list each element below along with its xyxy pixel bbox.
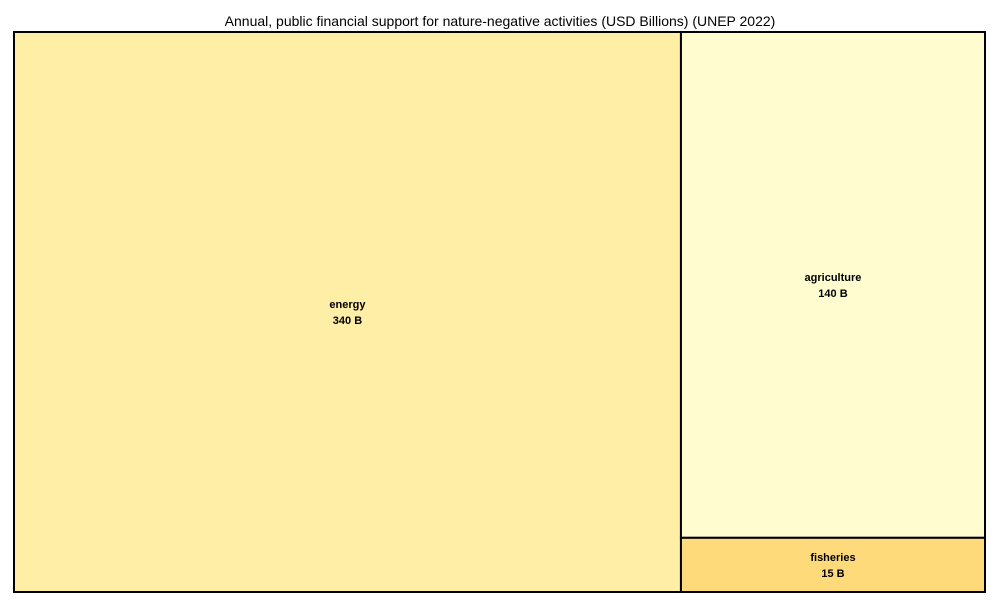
chart-title: Annual, public financial support for nat… <box>224 13 776 29</box>
treemap-label-fisheries: fisheries <box>810 552 855 564</box>
treemap-tile-agriculture: agriculture 140 B <box>679 31 987 539</box>
treemap-label-energy: energy <box>329 299 366 311</box>
treemap-tile-energy: energy 340 B <box>13 31 682 593</box>
treemap-value-agriculture: 140 B <box>818 288 847 300</box>
treemap-value-energy: 340 B <box>333 315 362 327</box>
treemap-label-agriculture: agriculture <box>805 272 862 284</box>
treemap-tile-fisheries: fisheries 15 B <box>679 536 987 594</box>
treemap-rect-energy <box>13 31 682 593</box>
treemap-rect-fisheries <box>679 536 987 594</box>
treemap-value-fisheries: 15 B <box>821 568 844 580</box>
treemap-rect-agriculture <box>679 31 987 539</box>
